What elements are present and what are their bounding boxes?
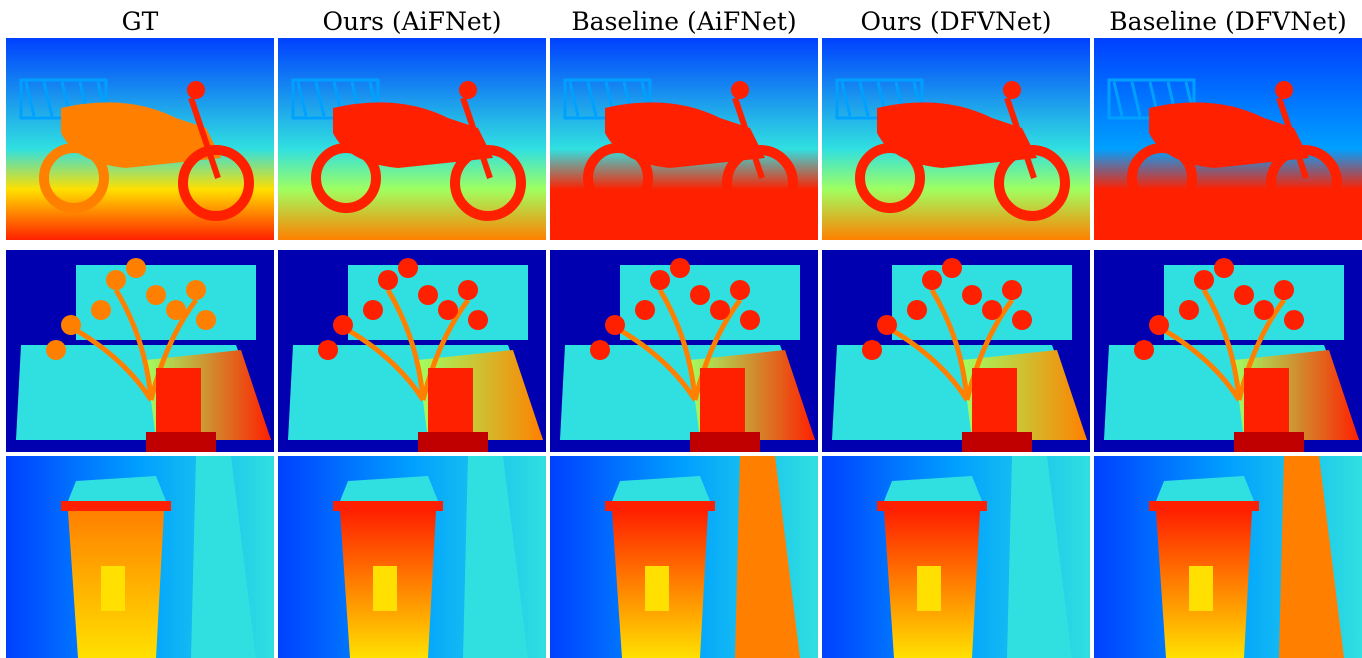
depth-map-motorcycle-col4 (1094, 38, 1362, 240)
depth-map-trash-bin-col2 (550, 456, 818, 658)
header-gt: GT (121, 7, 159, 36)
depth-map-trash-bin-col4 (1094, 456, 1362, 658)
header-ours-dfvnet: Ours (DFVNet) (860, 7, 1052, 36)
header-ours-aifnet: Ours (AiFNet) (322, 7, 502, 36)
column-headers: GT Ours (AiFNet) Baseline (AiFNet) Ours … (0, 0, 1362, 38)
header-baseline-dfvnet: Baseline (DFVNet) (1109, 7, 1347, 36)
depth-map-motorcycle-col0 (6, 38, 274, 240)
depth-map-trash-bin-col0 (6, 456, 274, 658)
depth-map-plant-col3 (822, 250, 1090, 452)
depth-map-motorcycle-col3 (822, 38, 1090, 240)
depth-map-plant-col1 (278, 250, 546, 452)
header-baseline-aifnet: Baseline (AiFNet) (571, 7, 797, 36)
depth-map-grid (0, 38, 1362, 658)
depth-map-plant-col2 (550, 250, 818, 452)
depth-map-plant-col4 (1094, 250, 1362, 452)
depth-map-motorcycle-col1 (278, 38, 546, 240)
depth-map-motorcycle-col2 (550, 38, 818, 240)
depth-map-plant-col0 (6, 250, 274, 452)
depth-map-trash-bin-col1 (278, 456, 546, 658)
depth-map-trash-bin-col3 (822, 456, 1090, 658)
